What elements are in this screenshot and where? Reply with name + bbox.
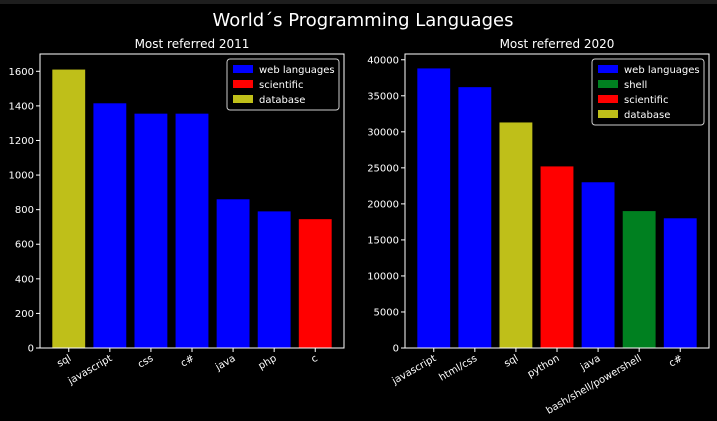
- y-tick-label: 5000: [374, 307, 399, 318]
- y-tick-label: 600: [15, 240, 34, 251]
- y-tick-label: 25000: [367, 163, 399, 174]
- bar-python: [540, 166, 574, 348]
- x-tick-label: php: [257, 353, 279, 372]
- bar-c: [298, 219, 332, 348]
- y-tick-label: 1000: [9, 171, 34, 182]
- x-tick-label: html/css: [437, 353, 479, 384]
- y-tick-label: 1200: [9, 136, 34, 147]
- y-tick-label: 30000: [367, 127, 399, 138]
- y-tick-label: 40000: [367, 55, 399, 66]
- y-tick-label: 200: [15, 309, 34, 320]
- bar-c-: [663, 218, 697, 348]
- window-top-strip: [0, 0, 717, 4]
- bar-c-: [175, 113, 209, 348]
- x-tick-label: sql: [502, 353, 520, 370]
- x-tick-label: java: [578, 353, 603, 374]
- y-tick-label: 0: [28, 344, 34, 355]
- x-tick-label: java: [213, 353, 238, 374]
- bar-css: [134, 113, 168, 348]
- y-tick-label: 800: [15, 205, 34, 216]
- legend-swatch-scientific: [598, 95, 618, 103]
- legend-label: database: [624, 110, 670, 121]
- legend-label: web languages: [259, 65, 335, 76]
- x-tick-label: python: [526, 353, 562, 380]
- x-tick-label: javascript: [390, 353, 439, 387]
- legend-swatch-web-languages: [598, 65, 618, 73]
- legend-swatch-database: [598, 110, 618, 118]
- legend: web languages shell scientific database: [591, 58, 705, 126]
- y-tick-label: 35000: [367, 91, 399, 102]
- legend-label: web languages: [624, 65, 700, 76]
- bar-php: [257, 211, 291, 348]
- y-tick-label: 0: [393, 344, 399, 355]
- legend-label: scientific: [624, 95, 668, 106]
- legend-box: [591, 58, 705, 126]
- bar-javascript: [417, 68, 451, 348]
- bar-sql: [52, 69, 86, 348]
- legend-label: scientific: [259, 80, 303, 91]
- x-tick-label: javascript: [66, 353, 115, 387]
- legend-box: [226, 58, 340, 111]
- axes-frame: [39, 53, 345, 349]
- y-tick-label: 20000: [367, 199, 399, 210]
- legend-swatch-scientific: [233, 80, 253, 88]
- figure-title: World´s Programming Languages: [213, 10, 514, 31]
- x-tick-label: css: [136, 353, 155, 370]
- bar-bash-shell-powershell: [622, 211, 656, 348]
- y-tick-label: 1600: [9, 67, 34, 78]
- legend-label: database: [259, 95, 305, 106]
- bar-html-css: [458, 87, 492, 349]
- bar-javascript: [93, 103, 127, 348]
- y-tick-label: 1400: [9, 101, 34, 112]
- bar-sql: [499, 122, 533, 349]
- legend-swatch-web-languages: [233, 65, 253, 73]
- bar-java: [216, 199, 250, 348]
- bar-java: [581, 182, 615, 348]
- x-tick-label: c#: [179, 353, 197, 369]
- legend: web languages scientific database: [226, 58, 340, 111]
- y-tick-label: 400: [15, 274, 34, 285]
- axes-frame: [404, 53, 710, 349]
- y-tick-label: 10000: [367, 271, 399, 282]
- chart-title: Most referred 2020: [500, 37, 615, 51]
- legend-swatch-shell: [598, 80, 618, 88]
- y-tick-label: 15000: [367, 235, 399, 246]
- legend-label: shell: [624, 80, 647, 91]
- x-tick-label: c#: [667, 353, 685, 369]
- x-tick-label: c: [309, 353, 319, 365]
- chart-title: Most referred 2011: [135, 37, 250, 51]
- legend-swatch-database: [233, 95, 253, 103]
- chart-2: Most referred 2020 javascript html/css sql p…: [367, 37, 710, 417]
- x-tick-label: sql: [55, 353, 73, 370]
